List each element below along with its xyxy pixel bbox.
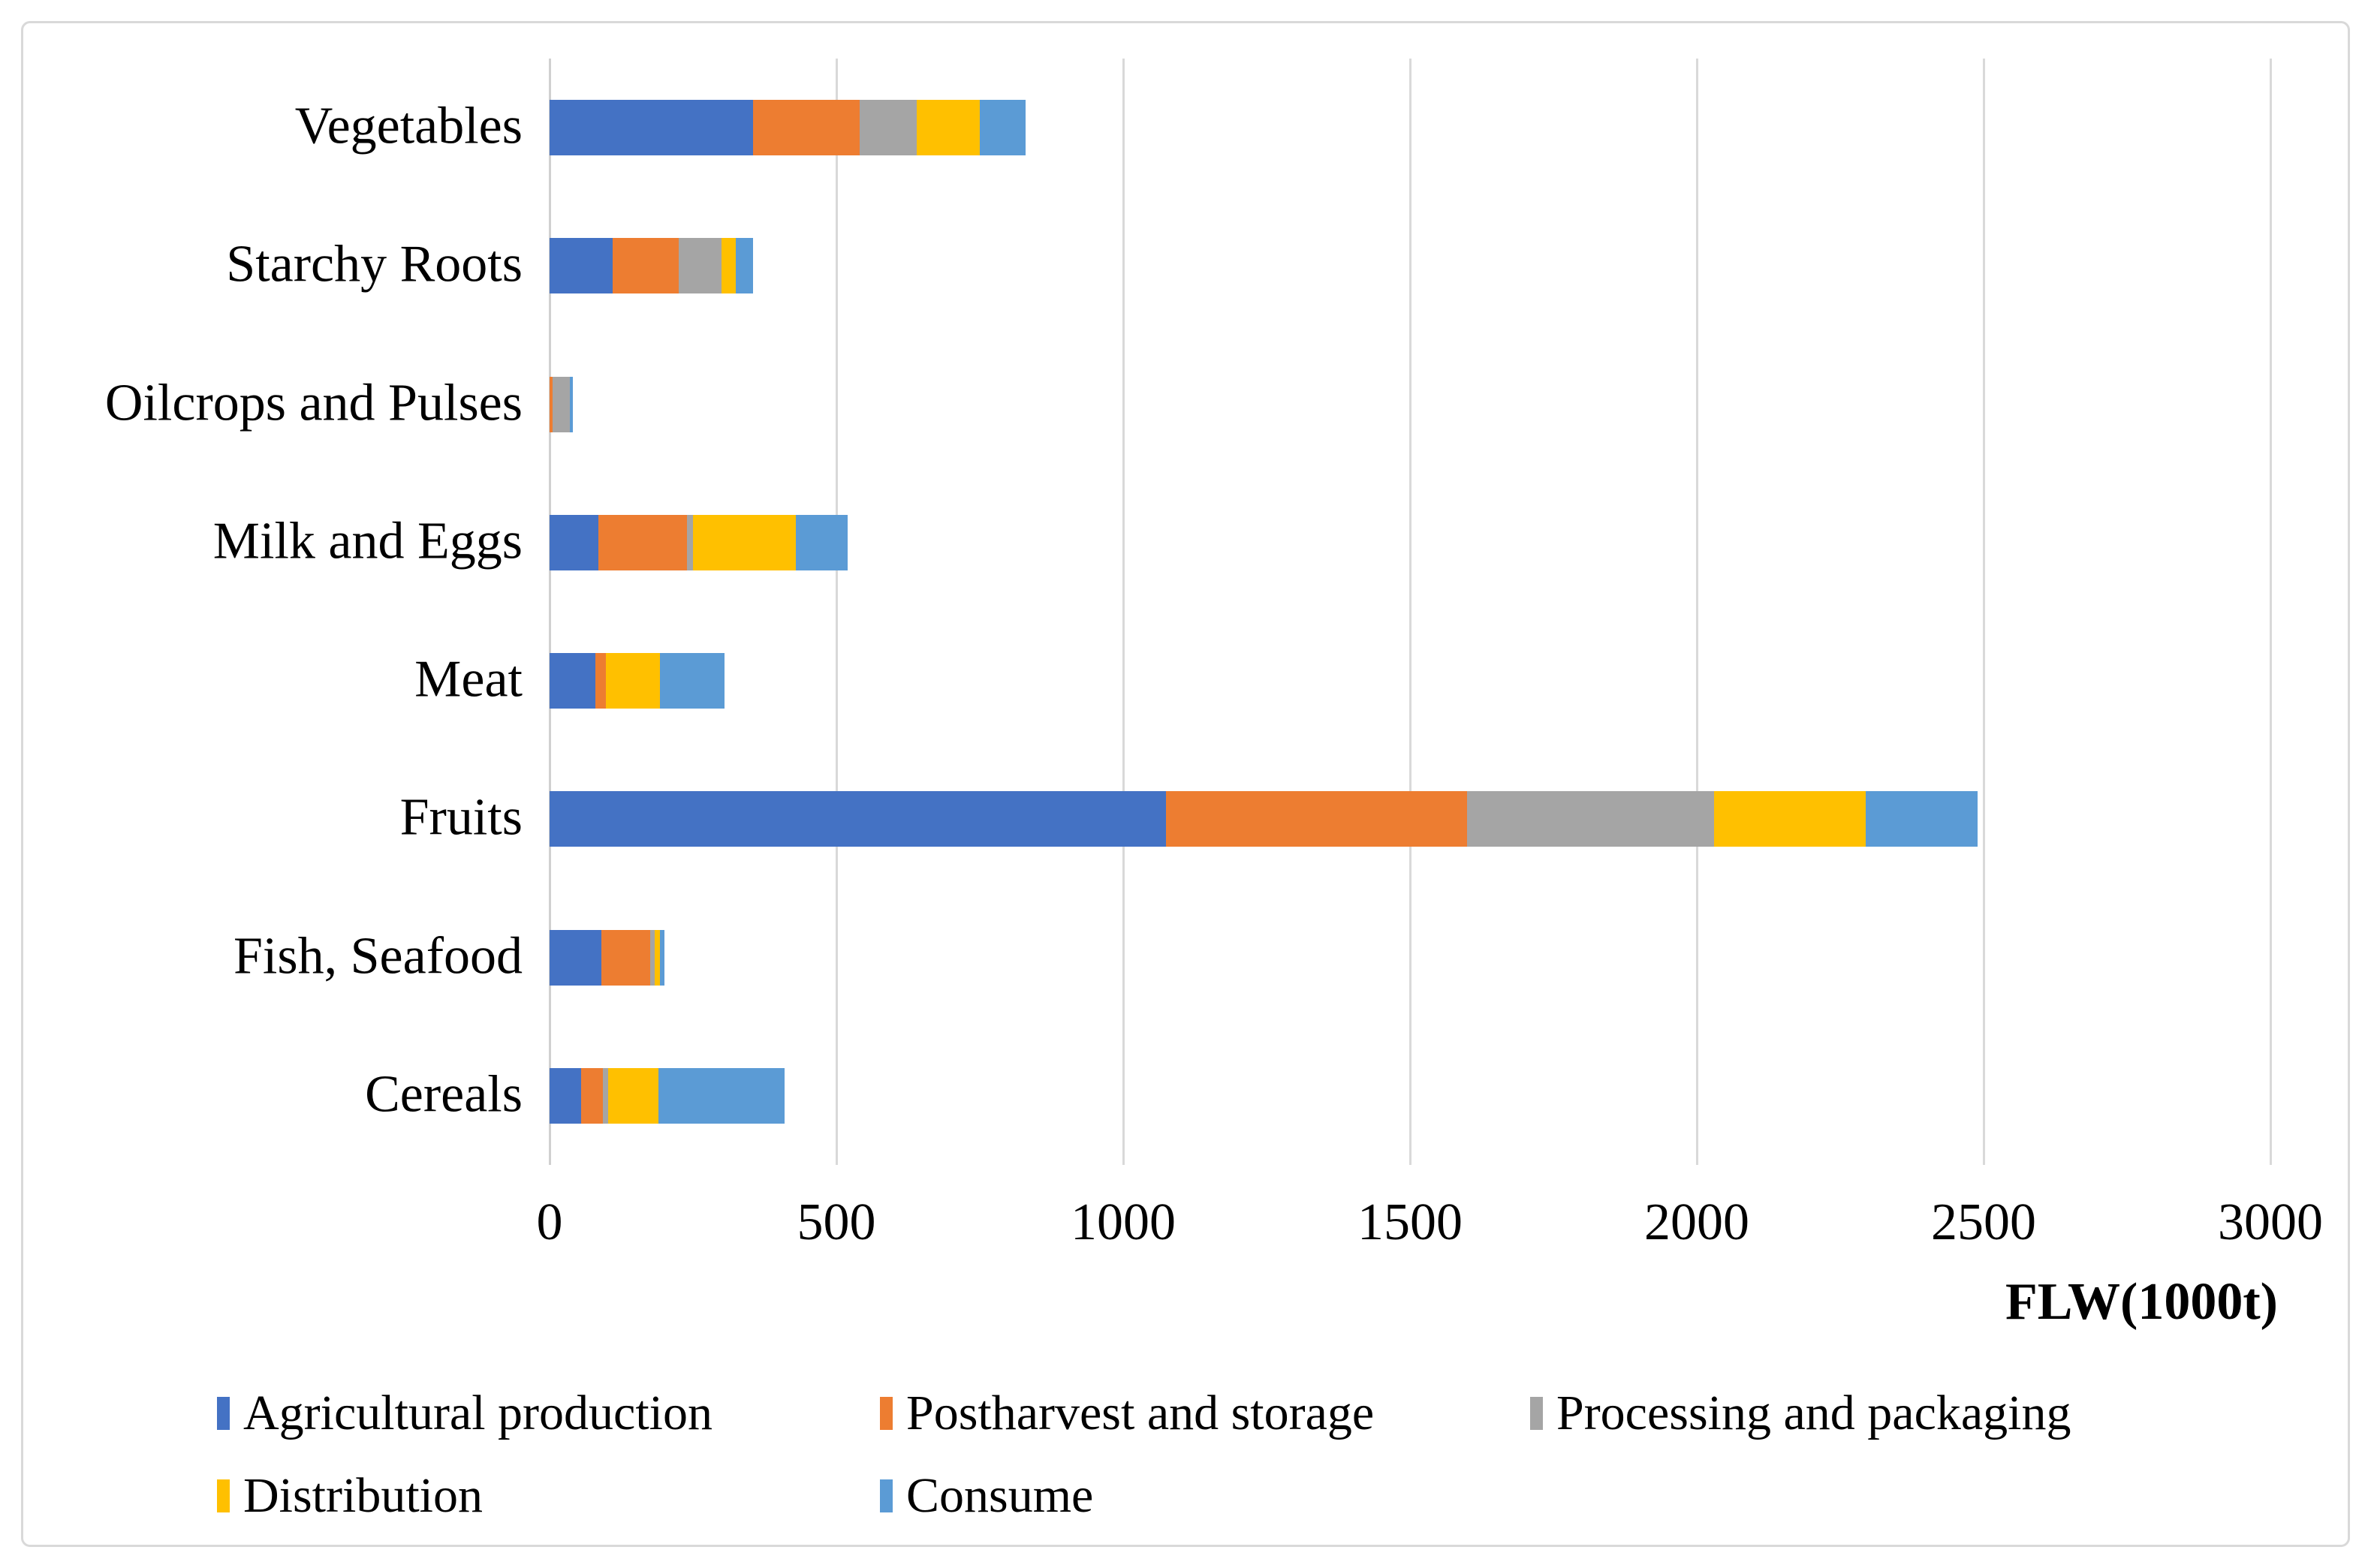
x-axis-title: FLW(1000t)	[2005, 1273, 2278, 1331]
chart-frame	[21, 21, 2350, 1547]
